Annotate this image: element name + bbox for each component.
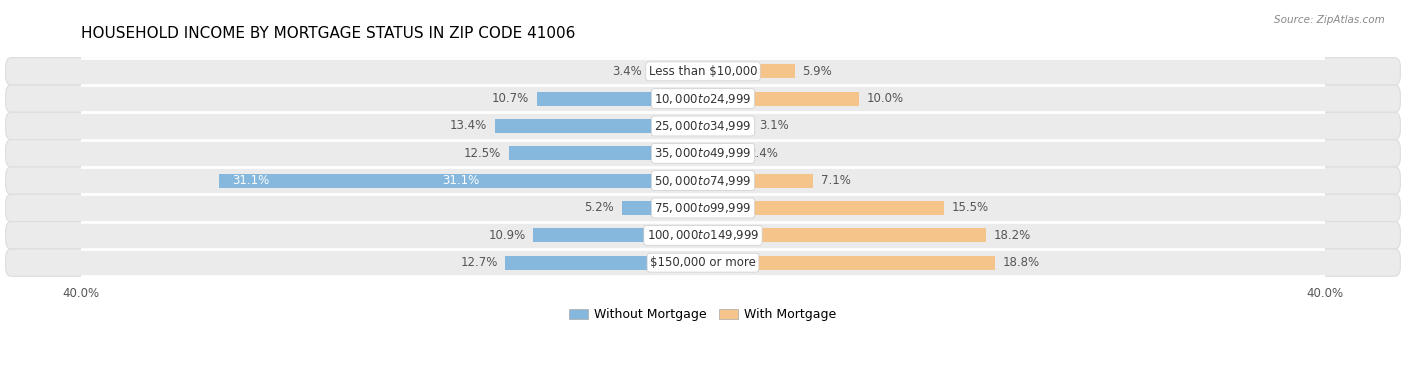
- FancyBboxPatch shape: [6, 222, 1400, 249]
- Text: 12.5%: 12.5%: [464, 147, 501, 160]
- Text: 18.8%: 18.8%: [1002, 256, 1040, 269]
- Text: 31.1%: 31.1%: [443, 174, 479, 187]
- Bar: [621, 201, 703, 215]
- FancyBboxPatch shape: [6, 167, 1400, 194]
- Text: HOUSEHOLD INCOME BY MORTGAGE STATUS IN ZIP CODE 41006: HOUSEHOLD INCOME BY MORTGAGE STATUS IN Z…: [82, 26, 575, 41]
- FancyBboxPatch shape: [6, 249, 1400, 276]
- Text: Source: ZipAtlas.com: Source: ZipAtlas.com: [1274, 15, 1385, 25]
- Bar: [703, 173, 814, 188]
- Bar: [650, 64, 703, 78]
- Text: 5.9%: 5.9%: [803, 65, 832, 78]
- Text: Less than $10,000: Less than $10,000: [648, 65, 758, 78]
- Text: $10,000 to $24,999: $10,000 to $24,999: [654, 92, 752, 106]
- Bar: [703, 201, 943, 215]
- Bar: [703, 146, 741, 161]
- Text: 10.0%: 10.0%: [866, 92, 904, 105]
- Legend: Without Mortgage, With Mortgage: Without Mortgage, With Mortgage: [564, 303, 842, 326]
- Text: $25,000 to $34,999: $25,000 to $34,999: [654, 119, 752, 133]
- Text: 15.5%: 15.5%: [952, 201, 988, 215]
- Text: 10.9%: 10.9%: [488, 229, 526, 242]
- FancyBboxPatch shape: [6, 139, 1400, 167]
- Text: $35,000 to $49,999: $35,000 to $49,999: [654, 146, 752, 160]
- Text: 31.1%: 31.1%: [232, 174, 269, 187]
- Text: 3.4%: 3.4%: [613, 65, 643, 78]
- FancyBboxPatch shape: [6, 112, 1400, 139]
- Text: 5.2%: 5.2%: [585, 201, 614, 215]
- Text: $75,000 to $99,999: $75,000 to $99,999: [654, 201, 752, 215]
- Bar: [703, 64, 794, 78]
- Bar: [703, 256, 995, 270]
- Text: $150,000 or more: $150,000 or more: [650, 256, 756, 269]
- Bar: [219, 173, 703, 188]
- Bar: [509, 146, 703, 161]
- Text: 18.2%: 18.2%: [994, 229, 1031, 242]
- Bar: [703, 119, 751, 133]
- Text: 10.7%: 10.7%: [492, 92, 529, 105]
- Text: 7.1%: 7.1%: [821, 174, 851, 187]
- Text: 3.1%: 3.1%: [759, 120, 789, 132]
- Bar: [533, 228, 703, 242]
- Text: 13.4%: 13.4%: [450, 120, 486, 132]
- FancyBboxPatch shape: [6, 85, 1400, 112]
- Text: $100,000 to $149,999: $100,000 to $149,999: [647, 228, 759, 242]
- Bar: [703, 92, 859, 106]
- Bar: [495, 119, 703, 133]
- Bar: [703, 228, 986, 242]
- Bar: [537, 92, 703, 106]
- FancyBboxPatch shape: [6, 194, 1400, 222]
- Text: 12.7%: 12.7%: [460, 256, 498, 269]
- Text: 2.4%: 2.4%: [748, 147, 778, 160]
- Text: $50,000 to $74,999: $50,000 to $74,999: [654, 174, 752, 188]
- FancyBboxPatch shape: [6, 58, 1400, 85]
- Bar: [506, 256, 703, 270]
